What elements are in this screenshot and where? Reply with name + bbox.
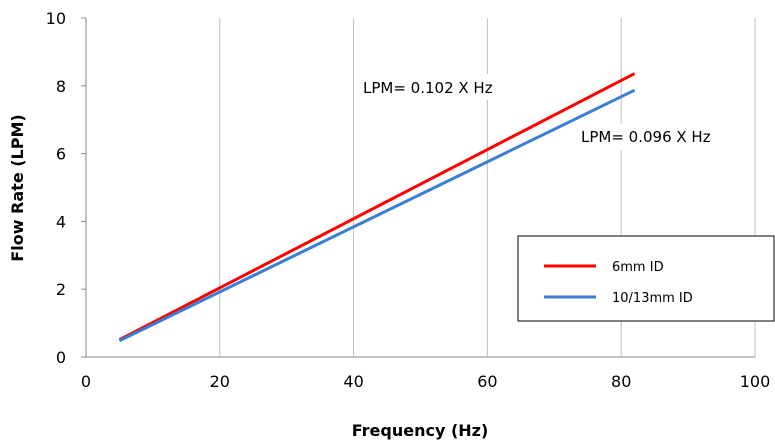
x-tick-label: 80 [611,372,631,391]
x-tick-labels: 0 20 40 60 80 100 [81,372,770,391]
x-axis-title: Frequency (Hz) [352,421,489,440]
axes [85,18,755,358]
annotation-2-background [578,124,754,150]
x-tick-label: 20 [210,372,230,391]
x-tick-label: 100 [740,372,771,391]
series-lines [118,72,636,343]
x-tick-label: 40 [343,372,363,391]
annotation-6mm-equation: LPM= 0.102 X Hz [363,79,493,97]
series-line-6mm-id [118,72,636,342]
y-tick-label: 2 [56,280,66,299]
legend-label-10-13mm: 10/13mm ID [612,291,693,306]
x-tick-label: 60 [477,372,497,391]
x-tick-label: 0 [81,372,91,391]
y-tick-label: 6 [56,145,66,164]
y-tick-labels: 0 2 4 6 8 10 [46,9,86,367]
legend: 6mm ID 10/13mm ID [517,235,775,322]
series-line-10-13mm-id [118,88,636,343]
annotation-1-background [360,74,524,100]
legend-box [517,235,775,322]
y-tick-label: 4 [56,212,66,231]
legend-label-6mm: 6mm ID [612,260,664,275]
y-tick-label: 0 [56,348,66,367]
y-axis-title: Flow Rate (LPM) [8,114,27,261]
y-tick-label: 8 [56,77,66,96]
y-tick-label: 10 [46,9,66,28]
annotation-10-13mm-equation: LPM= 0.096 X Hz [581,128,711,146]
